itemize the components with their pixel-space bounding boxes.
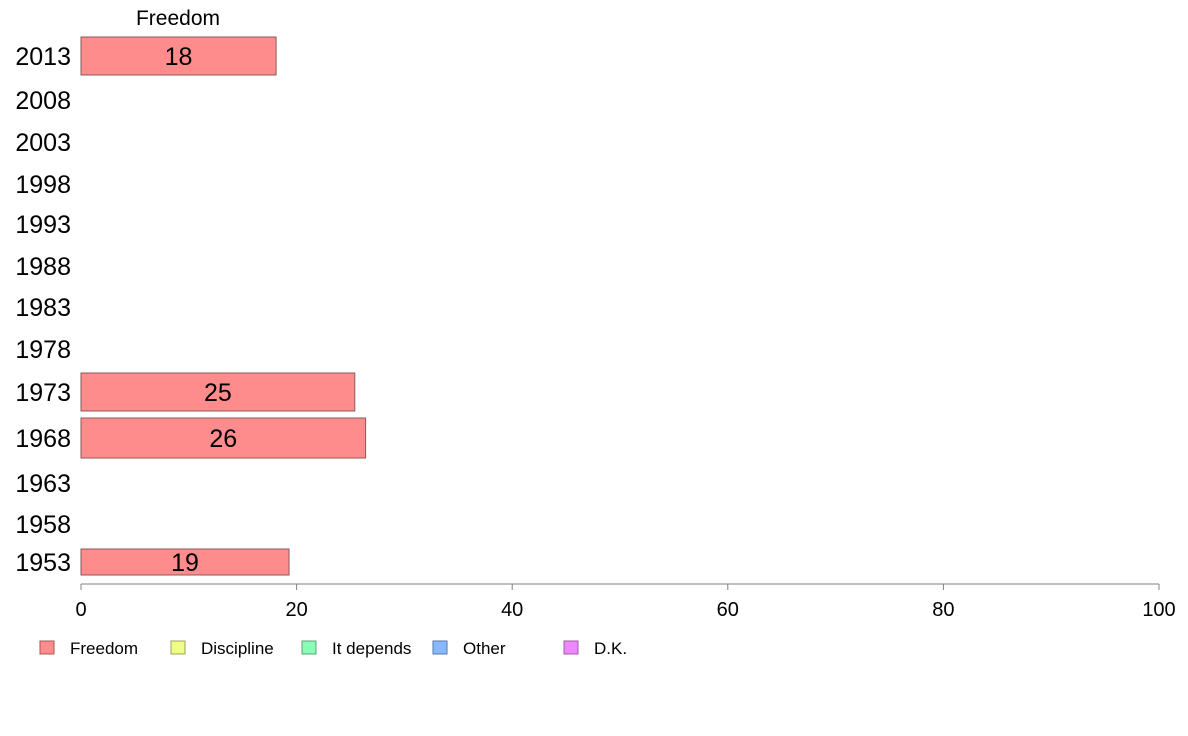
legend-label: Other: [463, 639, 506, 658]
legend-swatch: [39, 640, 55, 655]
legend-swatch: [432, 640, 448, 655]
bar-value-label: 26: [209, 425, 237, 453]
legend-label: It depends: [332, 639, 411, 658]
year-label: 1978: [15, 336, 71, 364]
x-tick-label: 80: [932, 599, 954, 621]
year-label: 1973: [15, 379, 71, 407]
bar-value-label: 19: [171, 549, 199, 577]
bar-freedom-2013: [80, 36, 277, 76]
year-label: 1993: [15, 211, 71, 239]
year-label: 1953: [15, 549, 71, 577]
bar-freedom-1968: [80, 417, 367, 459]
x-tick-label: 100: [1142, 599, 1175, 621]
legend-label: Discipline: [201, 639, 274, 658]
bar-value-label: 18: [165, 43, 193, 71]
x-tick-label: 60: [717, 599, 739, 621]
chart-rows: 2013 18 2008 2003 1998 1993 1988 1983 1978 1973 25…: [15, 36, 367, 577]
x-tick-label: 0: [75, 599, 86, 621]
year-label: 2008: [15, 87, 71, 115]
year-label: 1963: [15, 470, 71, 498]
legend-label: Freedom: [70, 639, 138, 658]
year-label: 2003: [15, 129, 71, 157]
year-label: 1968: [15, 425, 71, 453]
year-label: 1983: [15, 294, 71, 322]
x-tick-label: 40: [501, 599, 523, 621]
year-label: 2013: [15, 43, 71, 71]
bar-freedom-1973: [80, 372, 356, 412]
legend: Freedom Discipline It depends Other D.K.: [39, 639, 627, 658]
legend-label: D.K.: [594, 639, 627, 658]
legend-swatch: [170, 640, 186, 655]
year-label: 1988: [15, 253, 71, 281]
year-label: 1998: [15, 171, 71, 199]
x-tick-label: 20: [285, 599, 307, 621]
bar-freedom-1953: [80, 548, 290, 576]
bar-value-label: 25: [204, 379, 232, 407]
series-header: Freedom: [136, 7, 220, 30]
x-axis: 0 20 40 60 80 100: [75, 583, 1176, 621]
year-label: 1958: [15, 511, 71, 539]
legend-swatch: [563, 640, 579, 655]
legend-swatch: [301, 640, 317, 655]
